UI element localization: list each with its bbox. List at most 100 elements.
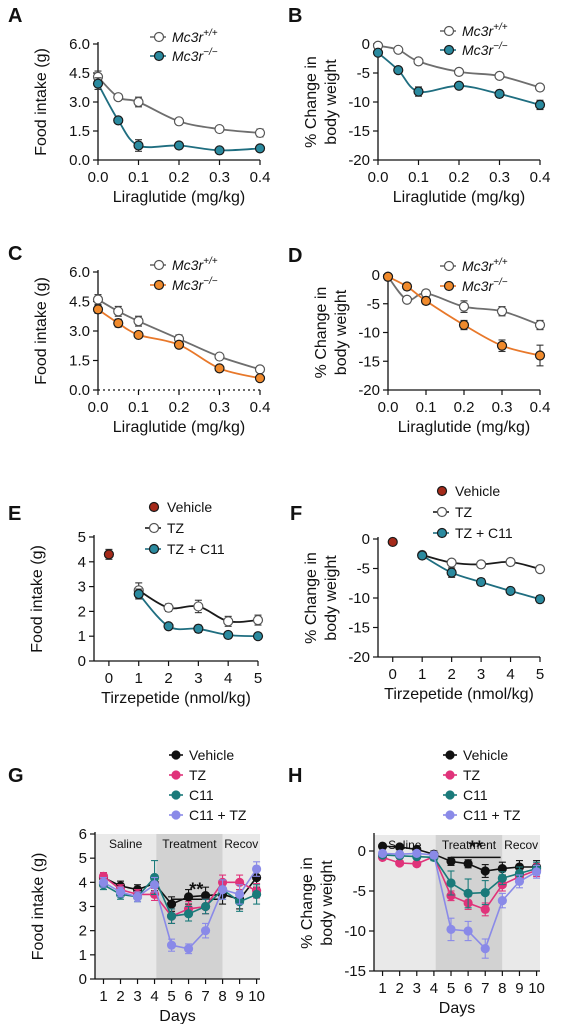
data-point <box>420 295 432 306</box>
data-point <box>92 304 104 315</box>
x-axis-title: Days <box>159 1008 195 1024</box>
x-axis-title: Tirzepetide (nmol/kg) <box>101 690 251 707</box>
data-point <box>166 899 177 909</box>
y-tick-label: 0 <box>79 971 87 988</box>
data-point <box>133 96 144 108</box>
data-point <box>103 549 115 560</box>
panel-letter: A <box>8 5 22 27</box>
x-tick-label: 0.1 <box>408 169 429 186</box>
legend-marker <box>443 260 455 272</box>
x-tick-label: 8 <box>218 988 226 1005</box>
data-point <box>372 47 384 58</box>
x-tick-label: 0.2 <box>454 399 475 416</box>
data-point <box>193 623 204 634</box>
series-line <box>377 52 541 106</box>
data-point <box>413 56 424 67</box>
x-axis-title: Liraglutide (mg/kg) <box>113 419 246 436</box>
data-point <box>446 557 457 568</box>
phase-label: Recov <box>224 837 258 851</box>
y-tick-label: 3.0 <box>69 323 90 340</box>
x-tick-label: 0.0 <box>88 399 109 416</box>
data-point <box>200 926 211 936</box>
chart-panel-b: B 0 -5 -10 -15 -200.0 0.1 0.2 0.3 0.4Liraglutide … <box>288 5 550 206</box>
data-point <box>458 301 470 312</box>
x-tick-label: 0.4 <box>530 169 551 186</box>
y-tick-label: -20 <box>348 152 370 169</box>
data-point <box>387 536 398 548</box>
y-tick-label: -20 <box>358 382 380 399</box>
y-tick-label: -5 <box>357 65 370 82</box>
legend-marker <box>153 259 165 271</box>
data-point <box>480 887 490 898</box>
data-point <box>223 616 234 627</box>
legend-label: Mc3r+/+ <box>462 22 508 39</box>
y-tick-label: 2 <box>79 923 87 940</box>
y-tick-label: -10 <box>348 590 370 607</box>
panel-letter: B <box>288 5 302 27</box>
y-tick-label: 3 <box>78 579 86 596</box>
data-point <box>401 281 413 292</box>
data-point <box>534 82 546 93</box>
x-tick-label: 2 <box>116 988 124 1005</box>
legend-label: C11 <box>463 787 488 803</box>
data-point <box>496 340 508 351</box>
x-tick-label: 7 <box>201 988 209 1005</box>
legend-label: TZ <box>189 767 207 783</box>
legend-marker <box>148 522 160 534</box>
x-tick-label: 10 <box>248 988 265 1005</box>
data-point <box>166 940 177 950</box>
legend-marker <box>171 790 181 800</box>
data-point <box>505 556 516 568</box>
legend-label: TZ <box>463 767 481 783</box>
legend-marker <box>445 810 455 820</box>
legend-marker <box>445 790 455 800</box>
phase-region <box>95 834 157 979</box>
data-point <box>113 318 124 329</box>
data-point <box>401 294 413 305</box>
y-tick-label: -15 <box>344 963 366 980</box>
y-axis-title: Food intake (g) <box>29 545 46 653</box>
panel-letter: G <box>8 765 24 787</box>
data-point <box>217 884 228 895</box>
data-point <box>497 895 507 906</box>
legend-marker <box>171 810 181 820</box>
x-tick-label: 0.4 <box>250 399 271 416</box>
x-tick-label: 0.4 <box>530 399 551 416</box>
data-point <box>494 88 505 99</box>
data-point <box>214 351 225 362</box>
legend-marker <box>148 501 160 513</box>
x-tick-label: 7 <box>481 980 489 997</box>
legend-label: TZ + C11 <box>167 541 225 557</box>
legend-label: C11 <box>189 787 214 803</box>
chart-panel-c: C 0.0 1.5 3.0 4.5 6.0 0.0 0.1 0.2 0.3 0.4Liragluti… <box>8 243 270 436</box>
data-point <box>183 892 194 902</box>
data-point <box>183 909 194 919</box>
data-point <box>382 271 394 282</box>
panel-letter: H <box>288 765 302 787</box>
y-tick-label: 4 <box>78 554 86 571</box>
x-tick-label: 4 <box>506 666 514 683</box>
data-point <box>254 127 266 139</box>
y-tick-label: 0.0 <box>69 152 90 169</box>
legend-label: Mc3r−/− <box>172 276 218 293</box>
phase-region <box>222 834 260 979</box>
phase-label: Treatment <box>442 838 497 852</box>
data-point <box>475 559 487 570</box>
legend-label: Mc3r+/+ <box>172 28 218 45</box>
data-point <box>173 339 185 350</box>
legend-label: TZ <box>455 504 473 520</box>
y-tick-label: 2 <box>78 603 86 620</box>
legend-marker <box>153 31 165 43</box>
y-tick-label: 4.5 <box>69 294 90 311</box>
y-tick-label: -15 <box>358 353 380 370</box>
x-tick-label: 0.2 <box>169 399 190 416</box>
x-tick-label: 9 <box>235 988 243 1005</box>
y-axis-title: % Change in body weight <box>299 857 336 949</box>
data-point <box>214 145 225 156</box>
y-tick-label: 4 <box>79 874 87 891</box>
data-point <box>453 66 465 77</box>
x-tick-label: 3 <box>477 666 485 683</box>
data-point <box>475 576 487 588</box>
